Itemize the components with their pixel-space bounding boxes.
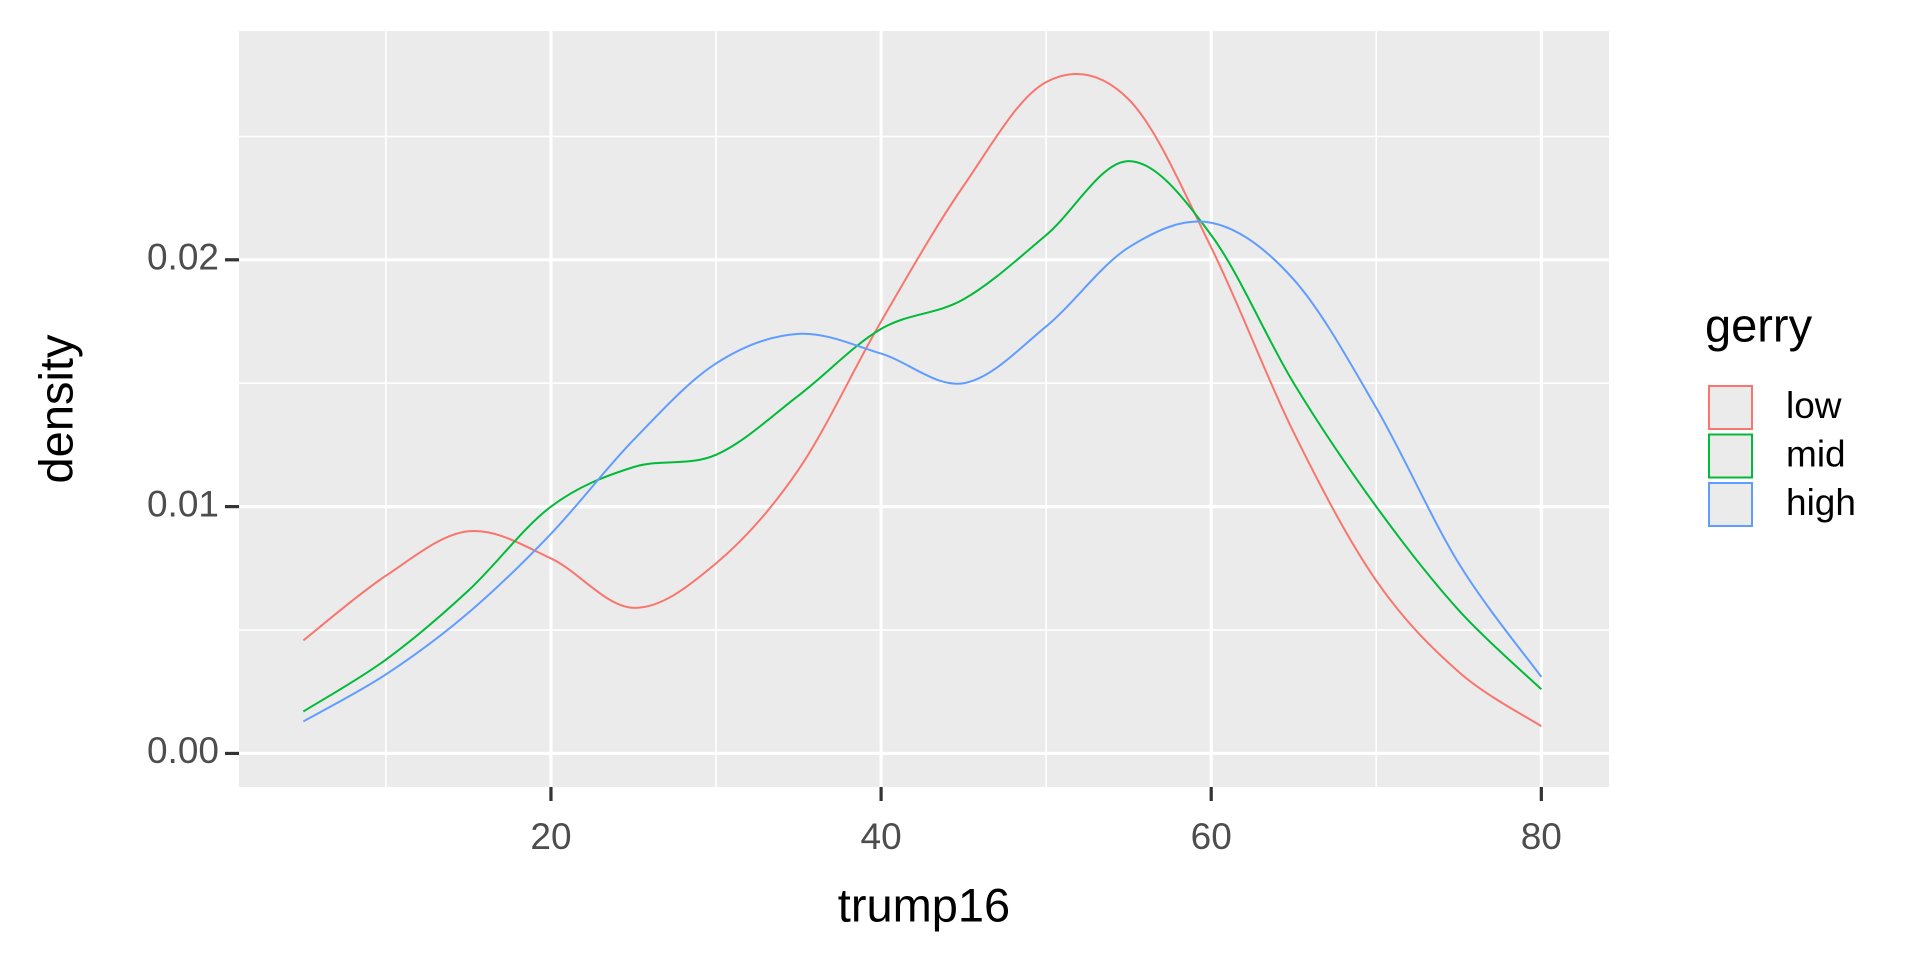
legend: low mid high [1708, 385, 1856, 527]
legend-label: low [1786, 385, 1842, 426]
density-line [302, 73, 1542, 728]
x-axis-title: trump16 [838, 878, 1010, 931]
y-tick-label: 0.01 [147, 483, 219, 524]
legend-label: high [1786, 482, 1856, 523]
x-tick-label: 20 [530, 816, 571, 857]
panel [239, 31, 1609, 787]
y-tick-label: 0.00 [147, 730, 219, 771]
grid [239, 31, 1609, 787]
x-tick-label: 80 [1521, 816, 1562, 857]
legend-key [1708, 482, 1753, 527]
curves [302, 73, 1543, 728]
legend-key [1708, 385, 1753, 430]
legend-title: gerry [1705, 298, 1813, 351]
y-axis-title: density [29, 334, 82, 483]
legend-key [1708, 433, 1753, 479]
y-tick-label: 0.02 [147, 237, 219, 278]
legend-label: mid [1786, 433, 1846, 474]
x-tick-label: 40 [861, 816, 902, 857]
density-line [302, 220, 1543, 723]
density-line [302, 160, 1543, 713]
x-tick-label: 60 [1191, 816, 1232, 857]
